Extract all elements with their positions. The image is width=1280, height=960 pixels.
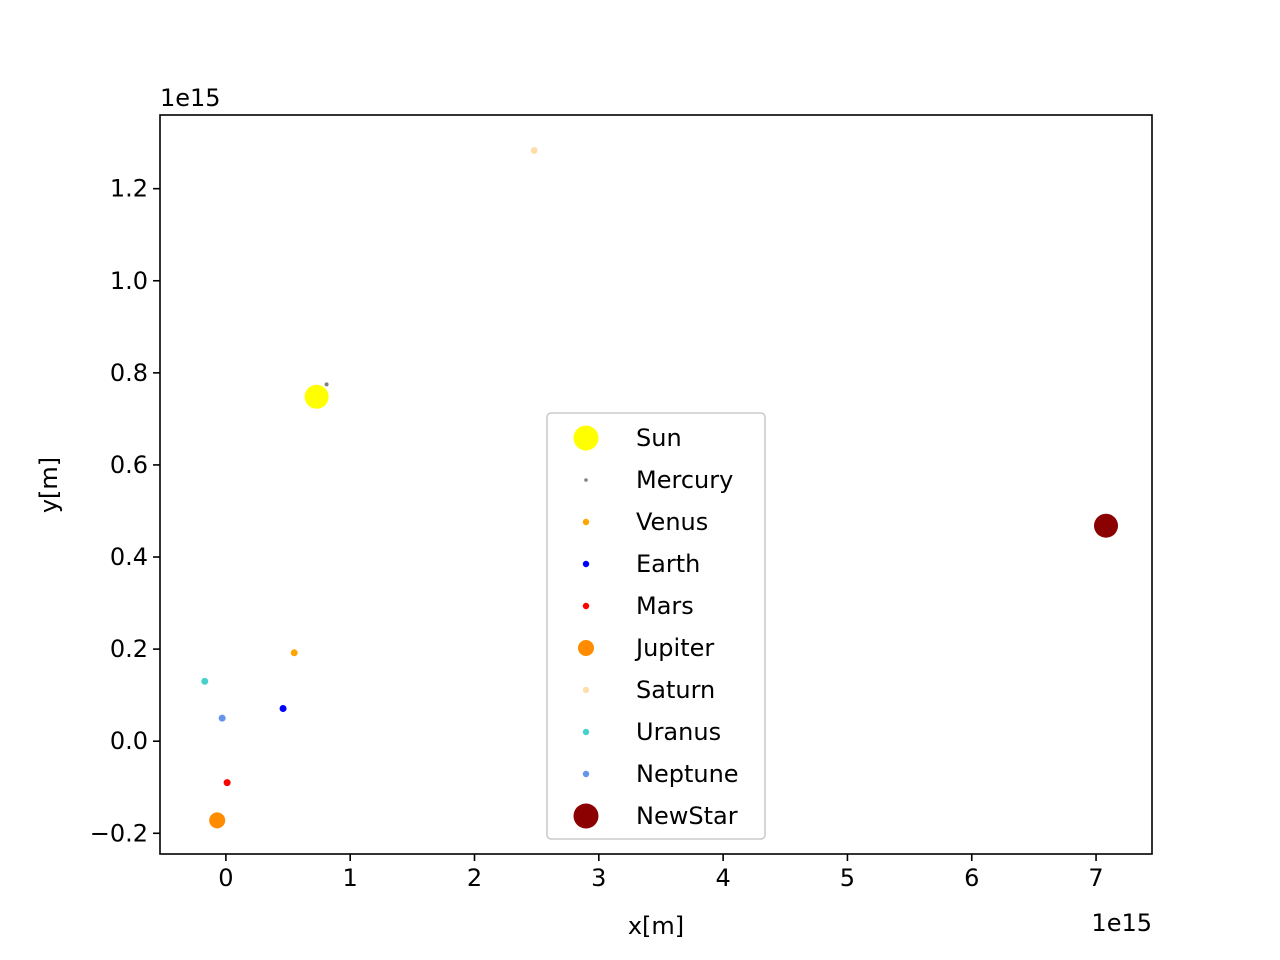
legend-marker-newstar [573,803,599,829]
y-tick-label: 1.2 [110,175,148,203]
legend-marker-neptune [582,770,590,778]
legend-label-venus: Venus [636,508,708,536]
y-offset-label: 1e15 [160,84,221,112]
y-tick-label: 0.6 [110,451,148,479]
x-axis-label: x[m] [628,912,684,940]
legend-marker-mercury [584,478,588,482]
point-neptune [218,714,226,722]
x-tick-label: 2 [467,864,482,892]
x-offset-label: 1e15 [1091,909,1152,937]
legend-label-mercury: Mercury [636,466,733,494]
legend-marker-saturn [582,686,590,694]
y-tick-label: 0.0 [110,727,148,755]
x-tick-label: 7 [1088,864,1103,892]
x-tick-label: 0 [218,864,233,892]
y-tick-label: 1.0 [110,267,148,295]
legend-label-earth: Earth [636,550,700,578]
legend-frame [546,412,766,840]
y-tick-label: 0.4 [110,543,148,571]
legend-label-neptune: Neptune [636,760,739,788]
legend-label-newstar: NewStar [636,802,738,830]
point-earth [279,705,287,713]
point-sun [304,384,329,409]
point-mercury [324,382,329,387]
x-tick-label: 6 [964,864,979,892]
y-tick-label: 0.8 [110,359,148,387]
y-axis-ticks: −0.2 0.0 0.2 0.4 0.6 0.8 1.0 1.2 [90,175,160,847]
x-tick-label: 4 [715,864,730,892]
legend-label-mars: Mars [636,592,694,620]
point-uranus [201,677,209,685]
point-newstar [1094,513,1119,538]
point-venus [290,649,298,657]
x-tick-label: 5 [840,864,855,892]
legend-marker-sun [573,425,599,451]
legend-marker-jupiter [578,640,594,656]
y-tick-label: 0.2 [110,635,148,663]
x-tick-label: 1 [343,864,358,892]
point-saturn [530,146,538,154]
x-axis-ticks: 0 1 2 3 4 5 6 7 [218,854,1104,892]
y-tick-label: −0.2 [90,819,148,847]
legend-marker-earth [582,560,590,568]
legend-label-sun: Sun [636,424,682,452]
legend-label-saturn: Saturn [636,676,715,704]
legend-marker-mars [582,602,590,610]
legend-label-uranus: Uranus [636,718,721,746]
x-tick-label: 3 [591,864,606,892]
legend: Sun Mercury Venus Earth Mars Jupiter Saturn Ura… [546,412,766,840]
plot-frame [159,114,1153,855]
legend-marker-uranus [582,728,590,736]
y-axis-label: y[m] [35,457,63,513]
point-jupiter [209,812,226,829]
legend-marker-venus [582,518,590,526]
point-mars [223,779,231,787]
data-points [201,146,1119,829]
legend-label-jupiter: Jupiter [634,634,714,662]
